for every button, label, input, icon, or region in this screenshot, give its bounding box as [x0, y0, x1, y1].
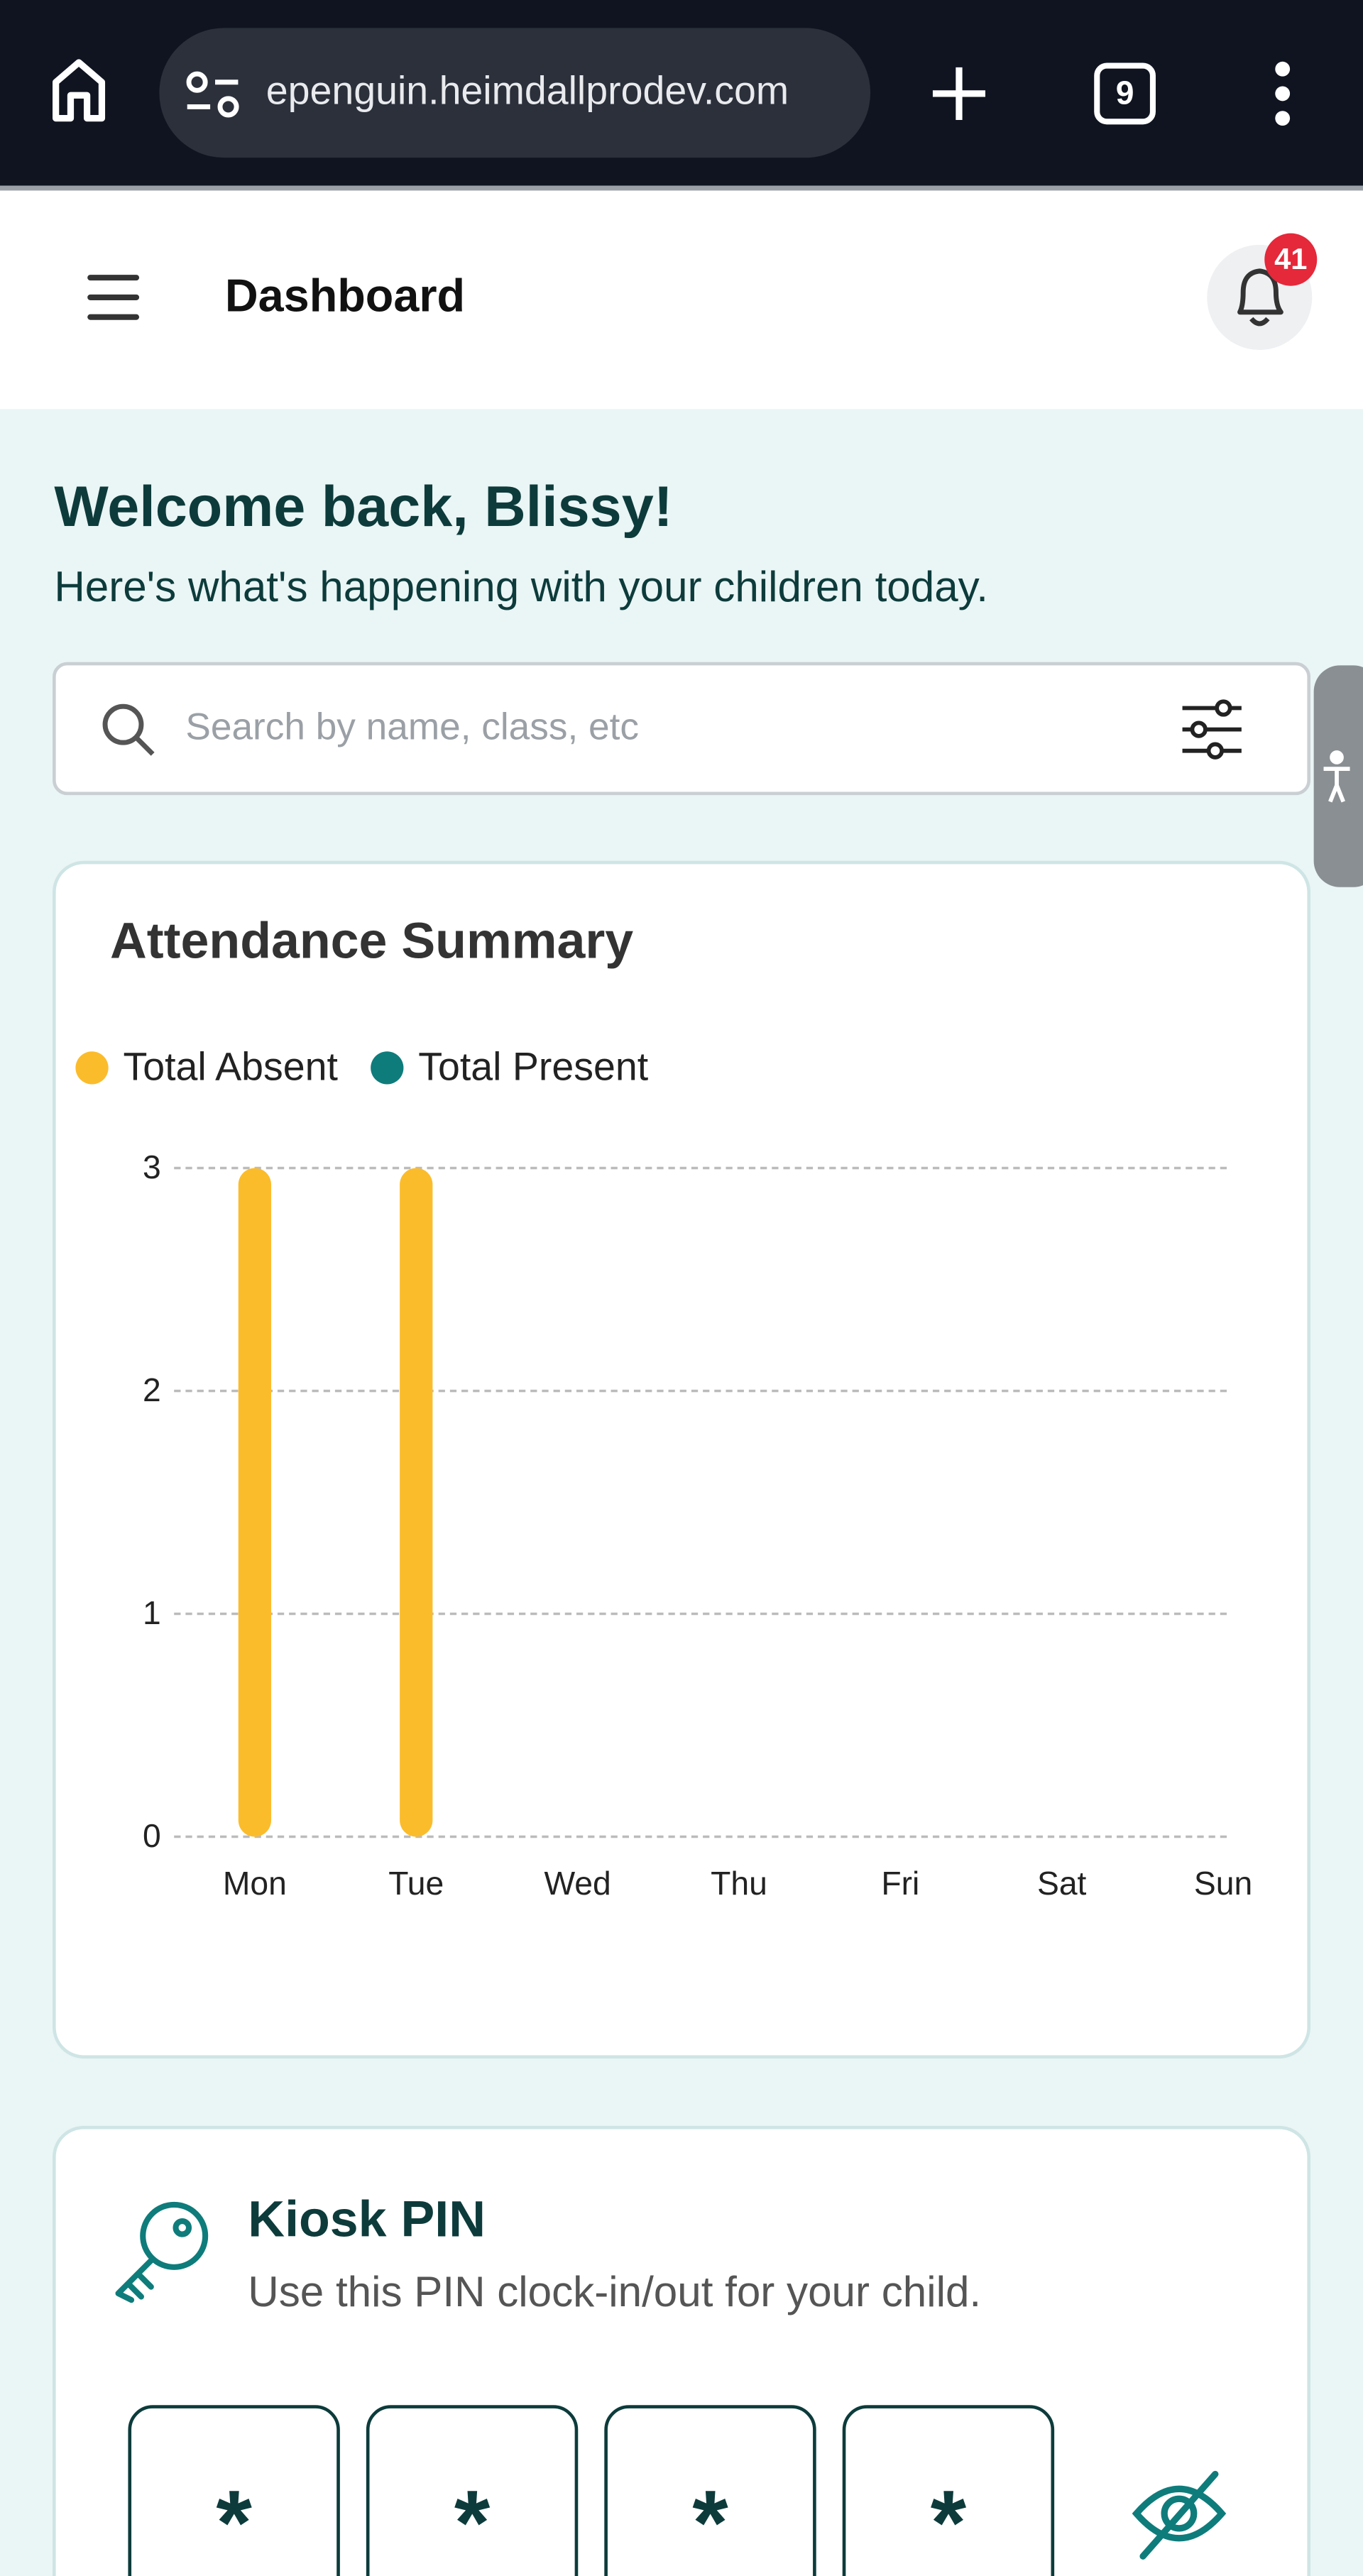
pin-digit: * [216, 2472, 252, 2574]
pin-box [366, 2405, 579, 2576]
pin-box [604, 2405, 816, 2576]
x-tick-label: Sat [1037, 1865, 1087, 1902]
legend-swatch [371, 1051, 404, 1085]
y-tick-label: 1 [143, 1594, 161, 1631]
x-tick-label: Thu [711, 1865, 767, 1902]
filter-button[interactable] [1182, 699, 1242, 760]
search-placeholder[interactable]: Search by name, class, etc [185, 706, 639, 748]
legend-label: Total Absent [123, 1044, 338, 1088]
bar [400, 1168, 433, 1837]
legend-label: Total Present [418, 1044, 649, 1088]
pin-boxes: * * * * [128, 2405, 1055, 2576]
tab-count[interactable]: 9 [1116, 74, 1134, 111]
divider [0, 185, 1363, 191]
new-tab-button[interactable] [932, 67, 985, 120]
app-header [0, 190, 1363, 410]
url-text[interactable]: epenguin.heimdallprodev.com [266, 69, 789, 113]
home-button[interactable] [53, 59, 106, 122]
legend-swatch [75, 1051, 109, 1085]
notification-badge[interactable] [1264, 233, 1318, 286]
x-tick-label: Wed [544, 1865, 611, 1902]
search-box[interactable] [53, 662, 1311, 796]
chart-title: Attendance Summary [110, 913, 633, 970]
site-info-icon[interactable] [186, 71, 239, 118]
accessibility-icon[interactable] [1323, 750, 1350, 803]
page-title: Dashboard [225, 269, 465, 321]
url-bar[interactable] [159, 28, 871, 158]
notification-count[interactable]: 41 [1274, 242, 1307, 275]
pin-digit: * [454, 2472, 491, 2574]
toggle-pin-visibility[interactable] [1132, 2470, 1227, 2560]
kiosk-subtitle: Use this PIN clock-in/out for your child… [248, 2268, 981, 2315]
pin-box [128, 2405, 340, 2576]
y-tick-label: 0 [143, 1817, 161, 1854]
welcome-subtitle: Here's what's happening with your childr… [54, 563, 988, 610]
kiosk-title: Kiosk PIN [248, 2191, 486, 2247]
x-tick-label: Mon [223, 1865, 287, 1902]
chart: Total Absent Total Present 0 1 2 3 Mon Tue Wed Th… [75, 1044, 1252, 1902]
pin-digit: * [931, 2472, 967, 2574]
x-tick-label: Sun [1194, 1865, 1252, 1902]
hamburger-menu[interactable] [87, 275, 140, 320]
pin-digit: * [692, 2472, 728, 2574]
y-tick-label: 2 [143, 1371, 161, 1408]
search-icon [102, 703, 155, 756]
bell-icon[interactable] [1237, 268, 1283, 327]
menu-button[interactable] [1275, 61, 1291, 126]
x-tick-label: Fri [881, 1865, 919, 1902]
x-tick-label: Tue [388, 1865, 444, 1902]
bar [238, 1168, 272, 1837]
pin-box [842, 2405, 1055, 2576]
y-tick-label: 3 [143, 1149, 161, 1185]
key-icon [115, 2201, 209, 2303]
welcome-title: Welcome back, Blissy! [54, 475, 672, 539]
tab-switcher[interactable] [1094, 62, 1156, 125]
attendance-card [53, 860, 1311, 2059]
